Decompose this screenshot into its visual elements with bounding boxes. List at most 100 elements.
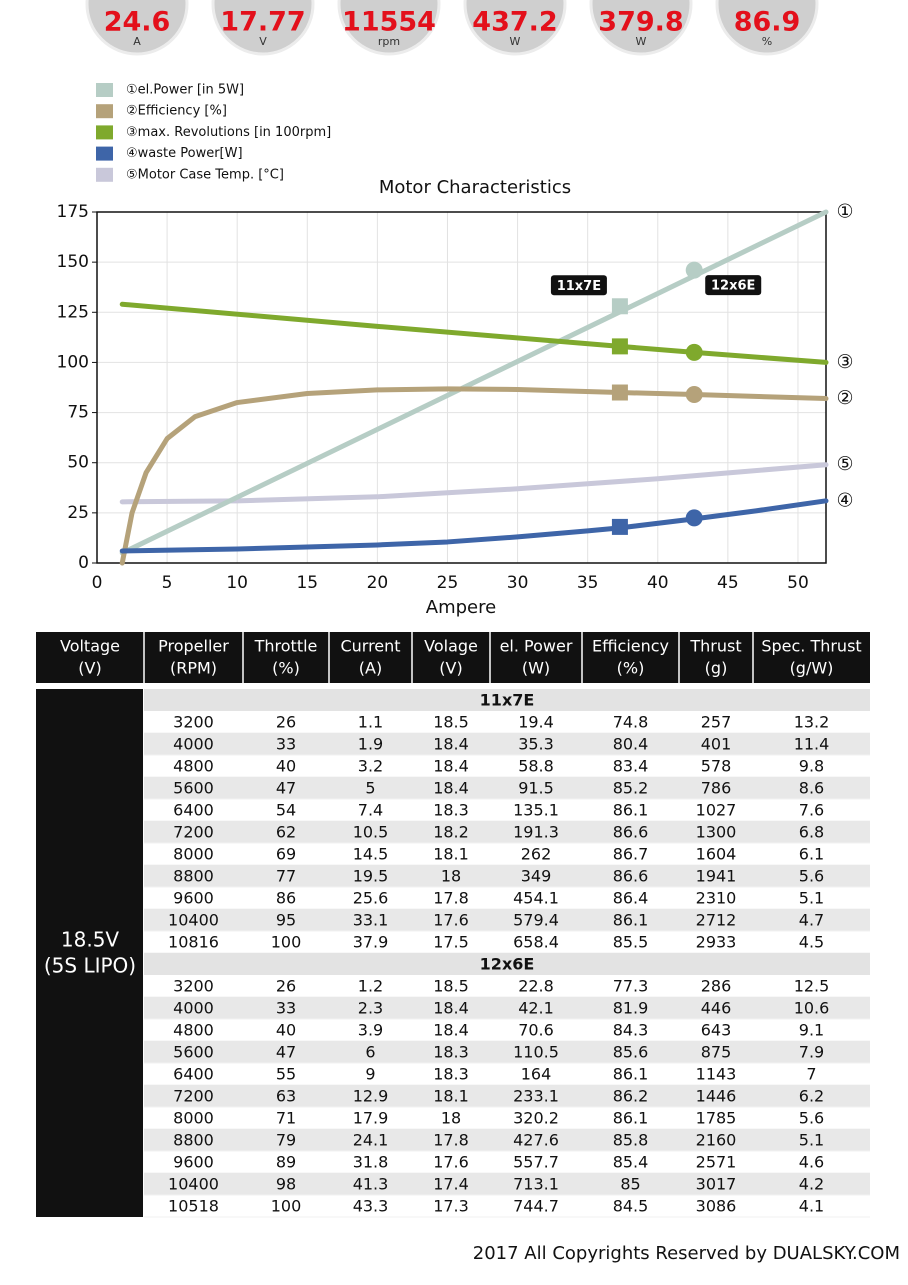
marker <box>611 384 628 401</box>
cell: 4000 <box>173 735 214 754</box>
chart-title: Motor Characteristics <box>379 177 571 198</box>
cell: 85.4 <box>613 1153 649 1172</box>
marker <box>685 261 703 279</box>
cell: 41.3 <box>353 1175 389 1194</box>
cell: 3200 <box>173 713 214 732</box>
cell: 69 <box>276 845 296 864</box>
header-unit: (%) <box>272 659 300 678</box>
gauge-value: 11554 <box>342 7 436 38</box>
x-tick-label: 0 <box>92 573 103 593</box>
cell: 12.9 <box>353 1087 389 1106</box>
row-stripe <box>144 821 870 843</box>
x-tick-label: 45 <box>717 573 739 593</box>
cell: 4.5 <box>799 933 824 952</box>
cell: 18.4 <box>433 999 469 1018</box>
cell: 17.9 <box>353 1109 389 1128</box>
cell: 5.1 <box>799 889 824 908</box>
cell: 18 <box>441 1109 461 1128</box>
cell: 6400 <box>173 801 214 820</box>
cell: 5.1 <box>799 1131 824 1150</box>
cell: 7 <box>806 1065 816 1084</box>
cell: 5.6 <box>799 1109 824 1128</box>
cell: 9 <box>365 1065 375 1084</box>
cell: 100 <box>271 933 302 952</box>
legend-label: ④waste Power[W] <box>126 146 243 161</box>
cell: 63 <box>276 1087 296 1106</box>
cell: 4.2 <box>799 1175 824 1194</box>
cell: 6400 <box>173 1065 214 1084</box>
row-stripe <box>144 1173 870 1195</box>
cell: 81.9 <box>613 999 649 1018</box>
cell: 2.3 <box>358 999 383 1018</box>
cell: 4.1 <box>799 1197 824 1216</box>
cell: 6.2 <box>799 1087 824 1106</box>
group-header: 12x6E <box>480 955 535 974</box>
gauge <box>463 0 567 56</box>
cell: 18.4 <box>433 779 469 798</box>
row-stripe <box>144 909 870 931</box>
cell: 233.1 <box>513 1087 559 1106</box>
cell: 1446 <box>696 1087 737 1106</box>
marker-label: 11x7E <box>557 279 601 294</box>
cell: 9600 <box>173 889 214 908</box>
cell: 10518 <box>168 1197 219 1216</box>
cell: 875 <box>701 1043 732 1062</box>
gauge-value: 437.2 <box>472 7 557 38</box>
y-tick-label: 25 <box>67 503 89 523</box>
cell: 2933 <box>696 933 737 952</box>
cell: 70.6 <box>518 1021 554 1040</box>
cell: 6 <box>365 1043 375 1062</box>
x-tick-label: 50 <box>787 573 809 593</box>
cell: 22.8 <box>518 977 554 996</box>
gauge <box>211 0 315 56</box>
cell: 18.4 <box>433 1021 469 1040</box>
cell: 19.5 <box>353 867 389 886</box>
cell: 9.1 <box>799 1021 824 1040</box>
row-stripe <box>144 1129 870 1151</box>
cell: 4.6 <box>799 1153 824 1172</box>
cell: 5.6 <box>799 867 824 886</box>
cell: 33.1 <box>353 911 389 930</box>
cell: 80.4 <box>613 735 649 754</box>
cell: 31.8 <box>353 1153 389 1172</box>
marker <box>685 343 703 361</box>
cell: 19.4 <box>518 713 554 732</box>
x-axis-label: Ampere <box>426 597 496 618</box>
gauge-value: 24.6 <box>104 7 171 38</box>
cell: 454.1 <box>513 889 559 908</box>
marker-label-box <box>550 275 607 296</box>
cell: 74.8 <box>613 713 649 732</box>
cell: 17.8 <box>433 889 469 908</box>
cell: 43.3 <box>353 1197 389 1216</box>
cell: 446 <box>701 999 732 1018</box>
gauge-value: 86.9 <box>734 7 801 38</box>
cell: 25.6 <box>353 889 389 908</box>
cell: 37.9 <box>353 933 389 952</box>
header-label: Voltage <box>60 637 120 656</box>
cell: 257 <box>701 713 732 732</box>
cell: 35.3 <box>518 735 554 754</box>
cell: 6.8 <box>799 823 824 842</box>
cell: 5 <box>365 779 375 798</box>
y-tick-label: 0 <box>78 553 89 573</box>
marker <box>685 386 703 404</box>
cell: 786 <box>701 779 732 798</box>
cell: 17.4 <box>433 1175 469 1194</box>
cell: 7200 <box>173 1087 214 1106</box>
header-unit: (V) <box>78 659 101 678</box>
cell: 54 <box>276 801 296 820</box>
cell: 4800 <box>173 757 214 776</box>
cell: 4000 <box>173 999 214 1018</box>
cell: 86.7 <box>613 845 649 864</box>
legend-label: ①el.Power [in 5W] <box>126 83 244 98</box>
cell: 86.6 <box>613 823 649 842</box>
gauge-value: 17.77 <box>220 7 305 38</box>
legend-swatch <box>96 83 113 97</box>
header-unit: (g/W) <box>790 659 834 678</box>
cell: 3200 <box>173 977 214 996</box>
series-line <box>119 498 829 554</box>
end-label: ④ <box>836 489 853 511</box>
header-label: Propeller <box>158 637 229 656</box>
cell: 71 <box>276 1109 296 1128</box>
header-label: Spec. Thrust <box>761 637 861 656</box>
